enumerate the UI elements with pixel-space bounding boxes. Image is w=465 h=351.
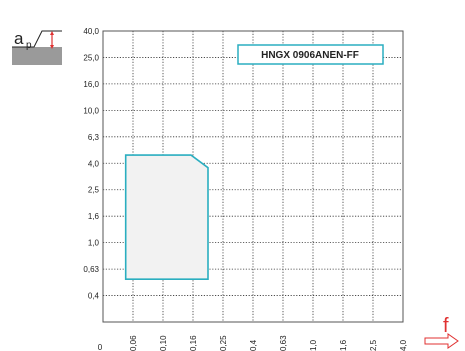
right-arrow-icon <box>424 333 459 349</box>
y-tick-label: 16,0 <box>83 80 99 89</box>
feed-axis-indicator: f <box>424 315 459 349</box>
x-tick-label: 0 <box>98 343 103 351</box>
y-tick-label: 10,0 <box>83 106 99 115</box>
x-tick-label: 1,0 <box>309 339 318 351</box>
plot-frame <box>102 30 404 323</box>
x-tick-label: 4,0 <box>399 339 408 351</box>
x-tick-label: 0,06 <box>129 335 138 351</box>
x-tick-label: 0,63 <box>279 335 288 351</box>
y-tick-label: 1,6 <box>88 212 100 221</box>
y-axis-subscript: p <box>26 40 32 51</box>
product-title-box <box>237 44 384 65</box>
y-tick-label: 1,0 <box>88 239 100 248</box>
y-tick-label: 40,0 <box>83 27 99 36</box>
y-tick-label: 6,3 <box>88 133 100 142</box>
depth-of-cut-icon: a p <box>12 27 62 65</box>
x-tick-labels: 0 0,06 0,10 0,16 0,25 0,4 0,63 1,0 1,6 2,5 4,0 <box>98 335 408 351</box>
y-tick-labels: 0,4 0,63 1,0 1,6 2,5 4,0 6,3 10,0 16,0 25,0 40,0 <box>83 27 99 301</box>
y-tick-label: 2,5 <box>88 186 100 195</box>
grid-lines <box>103 31 403 322</box>
y-tick-label: 0,4 <box>88 292 100 301</box>
x-tick-label: 1,6 <box>339 339 348 351</box>
product-title: HNGX 0906ANEN-FF <box>261 50 359 61</box>
x-tick-label: 0,10 <box>159 335 168 351</box>
x-tick-label: 0,4 <box>249 339 258 351</box>
y-axis-symbol: a <box>14 29 24 48</box>
y-tick-label: 4,0 <box>88 159 100 168</box>
application-region <box>124 154 209 281</box>
y-tick-label: 0,63 <box>83 265 99 274</box>
x-tick-label: 0,25 <box>219 335 228 351</box>
application-area-polygon <box>124 154 209 281</box>
x-tick-label: 2,5 <box>369 339 378 351</box>
x-axis-symbol: f <box>443 315 449 337</box>
x-tick-label: 0,16 <box>189 335 198 351</box>
y-tick-label: 25,0 <box>83 53 99 62</box>
